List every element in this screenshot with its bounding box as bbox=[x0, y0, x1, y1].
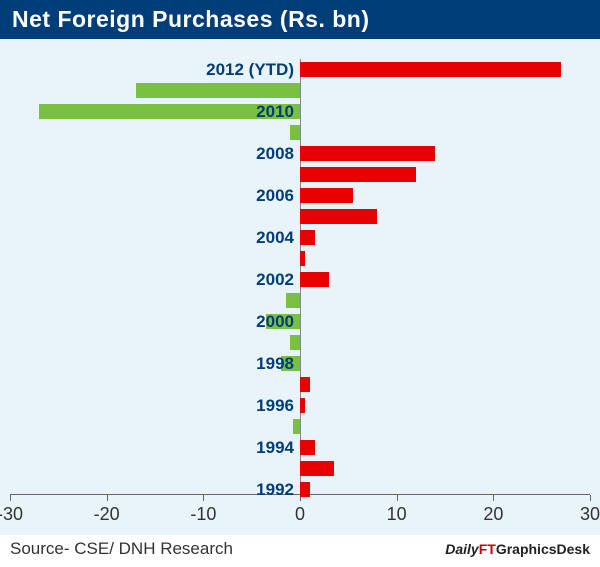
bar-row: 2002 bbox=[10, 269, 590, 290]
bar-row: 1996 bbox=[10, 395, 590, 416]
bar-row: 1994 bbox=[10, 437, 590, 458]
x-tick-label: 30 bbox=[580, 504, 600, 525]
bar bbox=[300, 62, 561, 77]
bar-label: 2004 bbox=[256, 228, 294, 248]
bar-row: 2000 bbox=[10, 311, 590, 332]
credit-gd: GraphicsDesk bbox=[496, 541, 590, 557]
bar bbox=[300, 188, 353, 203]
bar bbox=[300, 272, 329, 287]
bar bbox=[300, 209, 377, 224]
bar bbox=[300, 482, 310, 497]
credit-text: DailyFTGraphicsDesk bbox=[445, 541, 590, 557]
x-tick-label: -20 bbox=[94, 504, 120, 525]
bar-label: 1998 bbox=[256, 354, 294, 374]
bar bbox=[290, 335, 300, 350]
bar-row bbox=[10, 332, 590, 353]
bar-row bbox=[10, 416, 590, 437]
bar-row bbox=[10, 290, 590, 311]
bar-row: 1998 bbox=[10, 353, 590, 374]
x-tick-label: -30 bbox=[0, 504, 23, 525]
source-text: Source- CSE/ DNH Research bbox=[10, 539, 233, 559]
bar-label: 2000 bbox=[256, 312, 294, 332]
bar bbox=[300, 377, 310, 392]
bar bbox=[300, 146, 435, 161]
bar-row bbox=[10, 122, 590, 143]
credit-daily: Daily bbox=[445, 541, 478, 557]
bar bbox=[293, 419, 300, 434]
bar-row bbox=[10, 458, 590, 479]
x-tick-label: 20 bbox=[483, 504, 503, 525]
x-tick-label: 0 bbox=[295, 504, 305, 525]
bar bbox=[136, 83, 300, 98]
bar-label: 1996 bbox=[256, 396, 294, 416]
bar-row: 1992 bbox=[10, 479, 590, 500]
bar bbox=[300, 440, 315, 455]
bar bbox=[286, 293, 301, 308]
bar-row bbox=[10, 374, 590, 395]
bar-label: 2012 (YTD) bbox=[206, 60, 294, 80]
x-tick-label: -10 bbox=[190, 504, 216, 525]
bar bbox=[290, 125, 300, 140]
bar-label: 1994 bbox=[256, 438, 294, 458]
bar-label: 2008 bbox=[256, 144, 294, 164]
credit-ft: FT bbox=[479, 541, 496, 557]
bar bbox=[300, 230, 315, 245]
bar bbox=[300, 167, 416, 182]
bar-row: 2004 bbox=[10, 227, 590, 248]
x-tick bbox=[590, 495, 591, 501]
x-tick-label: 10 bbox=[387, 504, 407, 525]
bar-row bbox=[10, 206, 590, 227]
bar-row bbox=[10, 164, 590, 185]
bar bbox=[300, 461, 334, 476]
bar-row: 2008 bbox=[10, 143, 590, 164]
bar-row bbox=[10, 80, 590, 101]
bar bbox=[300, 398, 305, 413]
bar-row: 2006 bbox=[10, 185, 590, 206]
chart-footer: Source- CSE/ DNH Research DailyFTGraphic… bbox=[0, 535, 600, 567]
bar-label: 1992 bbox=[256, 480, 294, 500]
bar-label: 2002 bbox=[256, 270, 294, 290]
bar-row: 2010 bbox=[10, 101, 590, 122]
bar-row: 2012 (YTD) bbox=[10, 59, 590, 80]
chart-area: -30 -20 -10 0 10 20 30 2012 (YTD) 2010 2008 2006 20… bbox=[0, 39, 600, 535]
bar-row bbox=[10, 248, 590, 269]
bar-label: 2006 bbox=[256, 186, 294, 206]
chart-title: Net Foreign Purchases (Rs. bn) bbox=[0, 0, 600, 39]
bar bbox=[300, 251, 305, 266]
chart-container: Net Foreign Purchases (Rs. bn) -30 -20 -10… bbox=[0, 0, 600, 567]
bar-label: 2010 bbox=[256, 102, 294, 122]
plot-region: -30-20-1001020302012 (YTD)20102008200620… bbox=[10, 59, 590, 495]
